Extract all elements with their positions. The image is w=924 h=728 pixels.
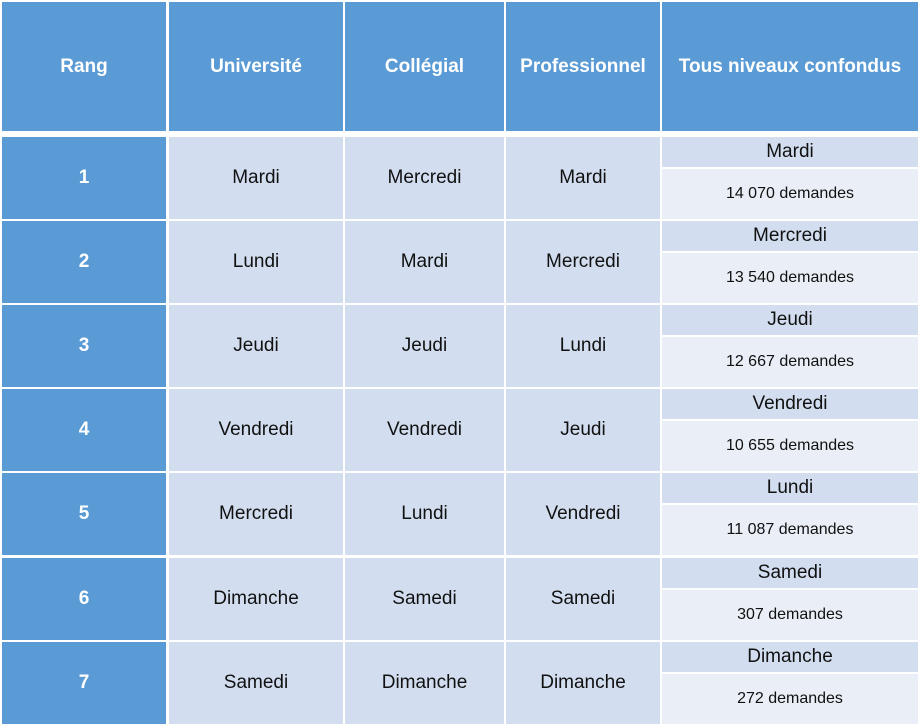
universite-cell: Jeudi [169, 305, 343, 387]
header-collegial: Collégial [345, 2, 504, 131]
total-day-cell: Lundi [662, 473, 918, 503]
total-count-cell: 10 655 demandes [662, 421, 918, 471]
total-count-cell: 12 667 demandes [662, 337, 918, 387]
universite-cell: Lundi [169, 221, 343, 303]
rank-cell: 2 [2, 221, 166, 303]
collegial-cell: Lundi [345, 473, 504, 555]
rank-cell: 6 [2, 558, 166, 640]
total-day-cell: Vendredi [662, 389, 918, 419]
universite-cell: Vendredi [169, 389, 343, 471]
universite-cell: Dimanche [169, 558, 343, 640]
professionnel-cell: Samedi [506, 558, 660, 640]
total-count-cell: 272 demandes [662, 674, 918, 724]
professionnel-cell: Lundi [506, 305, 660, 387]
header-universite: Université [169, 2, 343, 131]
professionnel-cell: Mardi [506, 137, 660, 219]
professionnel-cell: Dimanche [506, 642, 660, 724]
total-count-cell: 307 demandes [662, 590, 918, 640]
total-count-cell: 14 070 demandes [662, 169, 918, 219]
universite-cell: Mardi [169, 137, 343, 219]
total-day-cell: Mercredi [662, 221, 918, 251]
collegial-cell: Mardi [345, 221, 504, 303]
header-professionnel: Professionnel [506, 2, 660, 131]
rank-cell: 3 [2, 305, 166, 387]
rank-cell: 4 [2, 389, 166, 471]
total-day-cell: Dimanche [662, 642, 918, 672]
collegial-cell: Dimanche [345, 642, 504, 724]
total-day-cell: Samedi [662, 558, 918, 588]
header-tous-niveaux: Tous niveaux confondus [662, 2, 918, 131]
total-day-cell: Mardi [662, 137, 918, 167]
rank-cell: 7 [2, 642, 166, 724]
universite-cell: Mercredi [169, 473, 343, 555]
universite-cell: Samedi [169, 642, 343, 724]
professionnel-cell: Vendredi [506, 473, 660, 555]
collegial-cell: Mercredi [345, 137, 504, 219]
total-day-cell: Jeudi [662, 305, 918, 335]
professionnel-cell: Mercredi [506, 221, 660, 303]
header-rang: Rang [2, 2, 166, 131]
total-count-cell: 11 087 demandes [662, 505, 918, 555]
total-count-cell: 13 540 demandes [662, 253, 918, 303]
collegial-cell: Vendredi [345, 389, 504, 471]
collegial-cell: Samedi [345, 558, 504, 640]
rank-cell: 1 [2, 137, 166, 219]
professionnel-cell: Jeudi [506, 389, 660, 471]
collegial-cell: Jeudi [345, 305, 504, 387]
rank-cell: 5 [2, 473, 166, 555]
